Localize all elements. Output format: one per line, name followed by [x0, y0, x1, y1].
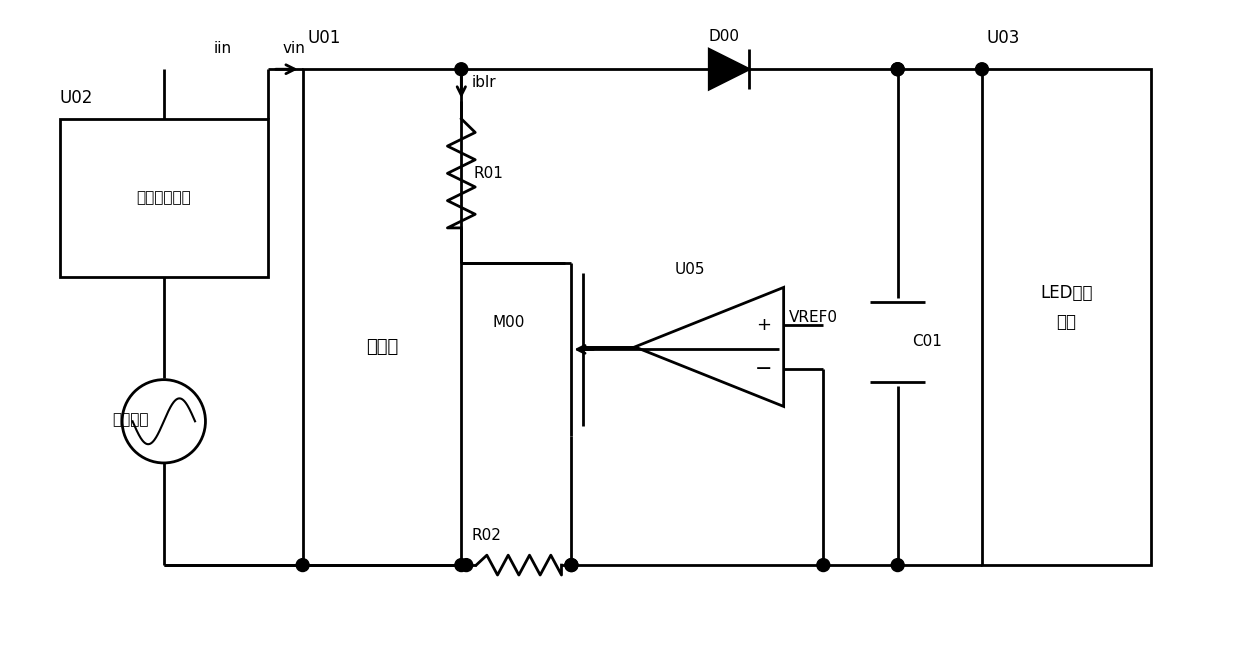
Circle shape — [892, 62, 904, 76]
Circle shape — [455, 558, 467, 572]
Circle shape — [296, 558, 309, 572]
Text: C01: C01 — [913, 335, 942, 349]
Text: iblr: iblr — [471, 75, 496, 90]
Bar — [303, 69, 461, 565]
Text: R02: R02 — [471, 528, 501, 543]
Text: 可控硅调光器: 可控硅调光器 — [136, 191, 191, 206]
Text: iin: iin — [213, 42, 232, 56]
Circle shape — [892, 62, 904, 76]
Circle shape — [565, 558, 578, 572]
Text: +: + — [756, 316, 771, 334]
Text: U01: U01 — [308, 30, 341, 48]
Circle shape — [565, 558, 578, 572]
Text: 整流桥: 整流桥 — [366, 338, 398, 356]
Text: LED驱动
电路: LED驱动 电路 — [1040, 284, 1092, 331]
Circle shape — [460, 558, 472, 572]
Text: 交流输入: 交流输入 — [113, 412, 149, 427]
Bar — [60, 119, 268, 278]
Text: U05: U05 — [675, 263, 704, 278]
Polygon shape — [709, 49, 749, 89]
Bar — [982, 69, 1151, 565]
Text: vin: vin — [283, 42, 306, 56]
Circle shape — [455, 62, 467, 76]
Text: D00: D00 — [708, 30, 739, 44]
Text: −: − — [755, 359, 773, 379]
Text: M00: M00 — [492, 314, 525, 329]
Text: U03: U03 — [987, 30, 1021, 48]
Circle shape — [976, 62, 988, 76]
Circle shape — [817, 558, 830, 572]
Text: U02: U02 — [60, 89, 93, 107]
Text: R01: R01 — [474, 166, 503, 181]
Circle shape — [892, 558, 904, 572]
Text: VREF0: VREF0 — [789, 310, 837, 325]
